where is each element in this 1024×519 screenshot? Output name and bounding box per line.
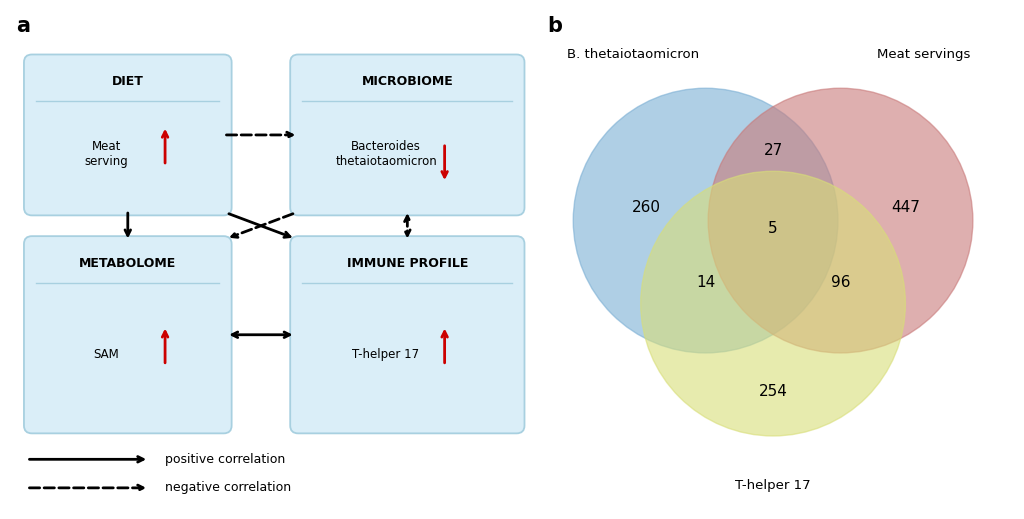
Text: 254: 254 <box>759 385 787 399</box>
Text: positive correlation: positive correlation <box>165 453 286 466</box>
FancyBboxPatch shape <box>24 236 231 433</box>
Text: 447: 447 <box>891 200 920 215</box>
Text: 27: 27 <box>764 143 782 158</box>
Text: B. thetaiotaomicron: B. thetaiotaomicron <box>567 48 699 61</box>
FancyBboxPatch shape <box>290 236 524 433</box>
Text: 14: 14 <box>696 276 715 290</box>
Text: IMMUNE PROFILE: IMMUNE PROFILE <box>347 257 468 270</box>
Text: T-helper 17: T-helper 17 <box>735 479 811 492</box>
Text: SAM: SAM <box>93 348 120 361</box>
Text: MICROBIOME: MICROBIOME <box>361 75 454 88</box>
Circle shape <box>573 88 838 353</box>
Text: Bacteroides
thetaiotaomicron: Bacteroides thetaiotaomicron <box>335 141 437 168</box>
FancyBboxPatch shape <box>24 54 231 215</box>
Text: DIET: DIET <box>112 75 143 88</box>
Text: a: a <box>16 16 30 36</box>
Text: 5: 5 <box>768 221 778 236</box>
Text: T-helper 17: T-helper 17 <box>352 348 420 361</box>
Circle shape <box>641 171 905 436</box>
Text: Meat
serving: Meat serving <box>85 141 128 168</box>
Text: 96: 96 <box>830 276 850 290</box>
Text: b: b <box>547 16 562 36</box>
Text: negative correlation: negative correlation <box>165 481 291 495</box>
Text: Meat servings: Meat servings <box>877 48 971 61</box>
Circle shape <box>709 88 973 353</box>
Text: 260: 260 <box>632 200 660 215</box>
FancyBboxPatch shape <box>290 54 524 215</box>
Text: METABOLOME: METABOLOME <box>79 257 176 270</box>
